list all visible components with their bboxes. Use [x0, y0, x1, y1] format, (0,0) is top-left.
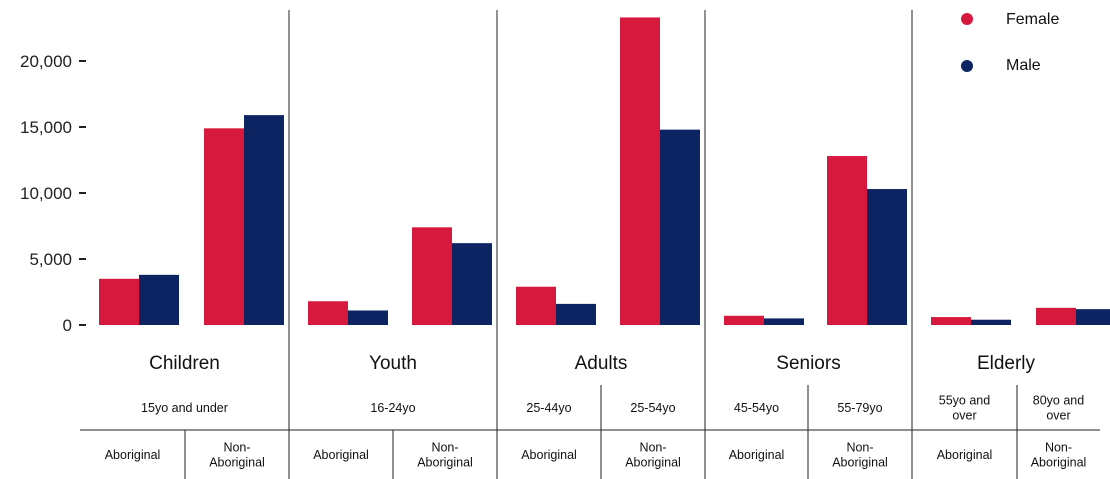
category-label: Aboriginal [729, 448, 785, 462]
range-label: 25-54yo [630, 401, 675, 415]
category-label: Non-Aboriginal [1031, 441, 1087, 470]
bar-male [348, 310, 388, 325]
legend-marker-female [961, 13, 973, 25]
bar-male [244, 115, 284, 326]
category-label: Aboriginal [313, 448, 369, 462]
legend-marker-male [961, 60, 973, 72]
legend-label-male: Male [1006, 57, 1041, 74]
range-label: 45-54yo [734, 401, 779, 415]
y-tick-label: 10,000 [20, 184, 72, 203]
bar-male [867, 189, 907, 325]
bar-male [139, 274, 179, 325]
group-label: Children [149, 353, 220, 374]
category-label: Aboriginal [937, 448, 993, 462]
bar-female [620, 17, 660, 325]
category-label: Aboriginal [105, 448, 161, 462]
group-label: Youth [369, 353, 417, 374]
bar-female [1036, 307, 1076, 325]
y-tick-label: 5,000 [29, 250, 72, 269]
category-label: Aboriginal [521, 448, 577, 462]
range-label: 16-24yo [370, 401, 415, 415]
bar-female [204, 128, 244, 325]
bar-male [556, 303, 596, 325]
group-label: Elderly [977, 353, 1036, 374]
bar-female [308, 301, 348, 325]
category-label: Non-Aboriginal [832, 441, 888, 470]
bar-female [827, 156, 867, 325]
bar-male [452, 243, 492, 325]
bar-male [764, 318, 804, 325]
range-label: 25-44yo [526, 401, 571, 415]
bar-female [412, 227, 452, 325]
y-tick-label: 15,000 [20, 118, 72, 137]
range-label: 80yo and over [1033, 394, 1084, 423]
bar-female [99, 278, 139, 325]
category-label: Non-Aboriginal [625, 441, 681, 470]
group-label: Seniors [776, 353, 840, 374]
range-label: 15yo and under [141, 401, 228, 415]
bar-female [724, 315, 764, 325]
bar-female [931, 317, 971, 325]
group-label: Adults [575, 353, 628, 374]
legend-label-female: Female [1006, 11, 1059, 28]
category-label: Non-Aboriginal [209, 441, 265, 470]
bar-male [1076, 309, 1110, 325]
range-label: 55-79yo [837, 401, 882, 415]
category-label: Non-Aboriginal [417, 441, 473, 470]
bar-male [660, 129, 700, 325]
y-tick-label: 0 [63, 316, 72, 335]
range-label: 55yo and over [939, 394, 990, 423]
y-tick-label: 20,000 [20, 52, 72, 71]
bar-female [516, 286, 556, 325]
bar-male [971, 319, 1011, 325]
